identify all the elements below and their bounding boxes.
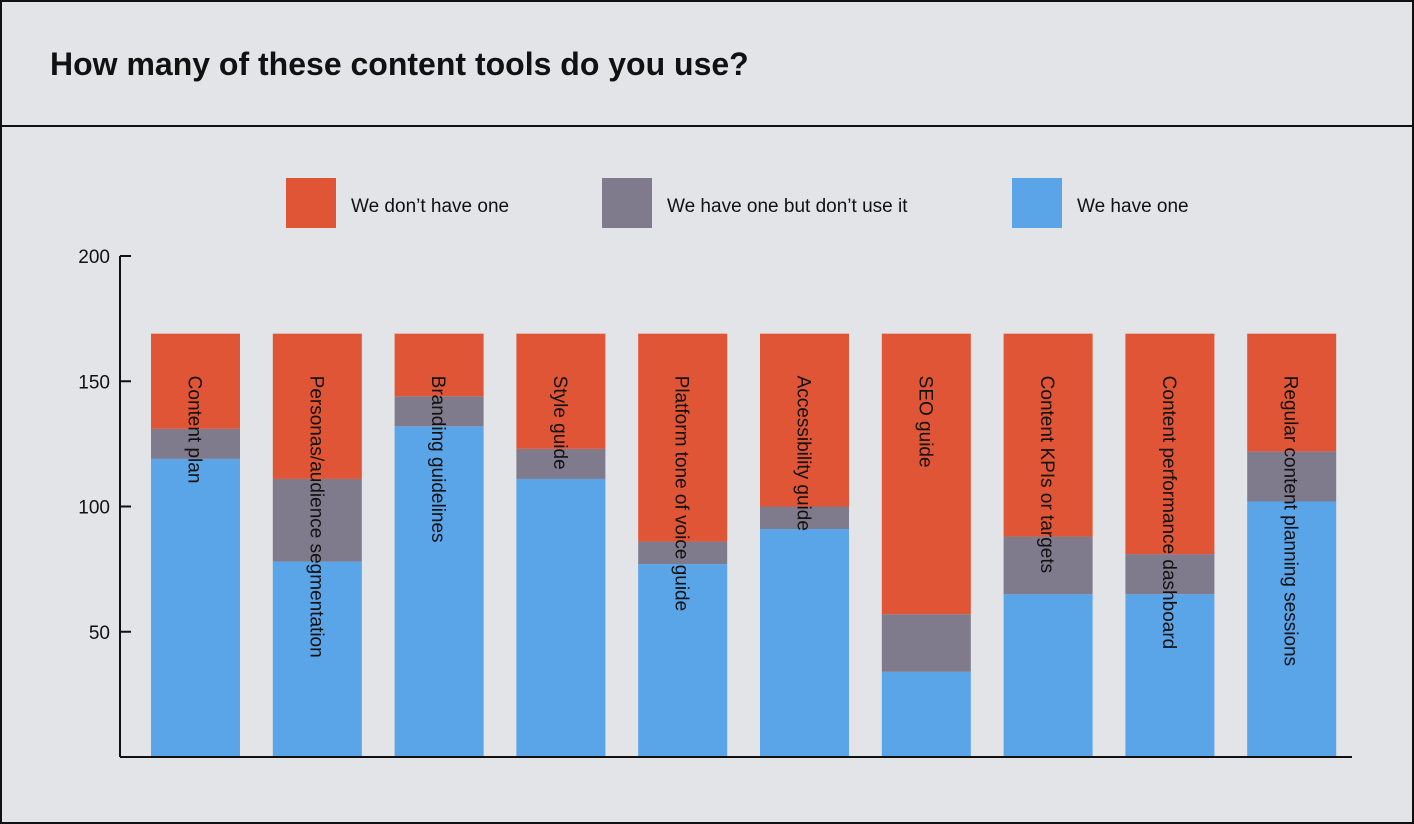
- bar-label-content-kpis-or-targets: Content KPIs or targets: [1036, 376, 1057, 574]
- bar-style-guide-we-have-one: [516, 478, 606, 757]
- bar-label-platform-tone-of-voice-guide: Platform tone of voice guide: [671, 376, 692, 612]
- bar-seo-guide-we-have-one: [881, 671, 971, 757]
- legend-swatch-we-have-one-but-don-t-use-it: [602, 178, 652, 228]
- bar-label-branding-guidelines: Branding guidelines: [427, 376, 448, 543]
- legend-label-we-have-one: We have one: [1077, 196, 1189, 217]
- bar-content-kpis-or-targets-we-have-one: [1003, 594, 1093, 757]
- bar-branding-guidelines-we-don-t-have-one: [394, 333, 484, 397]
- bar-accessibility-guide-we-have-one: [760, 529, 849, 757]
- bar-content-performance-dashboard-we-have-one-but-don-t-use-it: [1125, 554, 1215, 595]
- bar-platform-tone-of-voice-guide-we-don-t-have-one: [638, 333, 728, 542]
- bar-regular-content-planning-sessions-we-don-t-have-one: [1247, 333, 1337, 452]
- legend-label-we-don-t-have-one: We don’t have one: [351, 196, 509, 217]
- bar-style-guide-we-have-one-but-don-t-use-it: [516, 448, 606, 479]
- chart-header: How many of these content tools do you u…: [2, 2, 1412, 127]
- bar-platform-tone-of-voice-guide-we-have-one: [638, 564, 728, 757]
- chart-title: How many of these content tools do you u…: [50, 46, 749, 82]
- bar-style-guide-we-don-t-have-one: [516, 333, 606, 449]
- bar-label-content-performance-dashboard: Content performance dashboard: [1158, 376, 1179, 650]
- bar-accessibility-guide-we-don-t-have-one: [760, 333, 849, 507]
- bar-branding-guidelines-we-have-one-but-don-t-use-it: [394, 396, 484, 427]
- y-tick-label-100: 100: [78, 498, 110, 519]
- bar-branding-guidelines-we-have-one: [394, 426, 484, 757]
- y-tick-label-150: 150: [78, 372, 110, 393]
- bar-content-performance-dashboard-we-have-one: [1125, 594, 1215, 757]
- y-tick-label-200: 200: [78, 247, 110, 268]
- bar-content-plan-we-don-t-have-one: [151, 333, 240, 429]
- chart-axes: 50 100 150 200: [78, 247, 1352, 758]
- y-tick-label-50: 50: [89, 623, 110, 644]
- legend-swatch-we-don-t-have-one: [286, 178, 336, 228]
- bar-label-style-guide: Style guide: [549, 376, 570, 470]
- bar-label-personas-audience-segmentation: Personas/audience segmentation: [305, 376, 326, 658]
- bar-platform-tone-of-voice-guide-we-have-one-but-don-t-use-it: [638, 541, 728, 565]
- legend-swatch-we-have-one: [1012, 178, 1062, 228]
- bar-seo-guide-we-don-t-have-one: [881, 333, 971, 615]
- bar-label-regular-content-planning-sessions: Regular content planning sessions: [1280, 376, 1301, 666]
- bar-regular-content-planning-sessions-we-have-one: [1247, 501, 1337, 757]
- chart-bars: Content plan Personas/audience segmentati…: [151, 333, 1337, 757]
- bar-content-kpis-or-targets-we-don-t-have-one: [1003, 333, 1093, 537]
- bar-label-accessibility-guide: Accessibility guide: [793, 376, 814, 531]
- bar-personas-audience-segmentation-we-have-one-but-don-t-use-it: [272, 478, 362, 562]
- bar-personas-audience-segmentation-we-don-t-have-one: [272, 333, 362, 479]
- bar-regular-content-planning-sessions-we-have-one-but-don-t-use-it: [1247, 451, 1337, 502]
- chart-legend: We don’t have one We have one but don’t u…: [286, 178, 1189, 228]
- bar-personas-audience-segmentation-we-have-one: [272, 561, 362, 757]
- bar-accessibility-guide-we-have-one-but-don-t-use-it: [760, 506, 849, 530]
- bar-content-performance-dashboard-we-don-t-have-one: [1125, 333, 1215, 555]
- bar-seo-guide-we-have-one-but-don-t-use-it: [881, 614, 971, 672]
- bar-label-content-plan: Content plan: [184, 376, 205, 484]
- legend-label-we-have-one-but-don-t-use-it: We have one but don’t use it: [667, 196, 908, 217]
- bar-content-plan-we-have-one: [151, 458, 240, 757]
- bar-content-plan-we-have-one-but-don-t-use-it: [151, 428, 240, 459]
- bar-content-kpis-or-targets-we-have-one-but-don-t-use-it: [1003, 536, 1093, 595]
- bar-label-seo-guide: SEO guide: [914, 376, 935, 468]
